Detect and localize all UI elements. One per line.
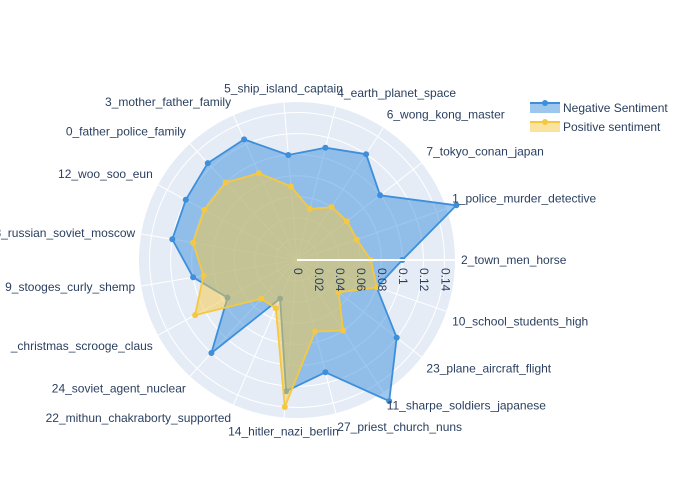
legend-marker (542, 119, 548, 125)
category-label: 24_soviet_agent_nuclear (52, 382, 186, 396)
category-label: 22_mithun_chakraborty_supported (46, 411, 231, 425)
legend-swatch (530, 103, 560, 113)
data-point (377, 192, 384, 199)
data-point (255, 170, 262, 177)
category-label: 14_hitler_nazi_berlin (228, 424, 339, 438)
data-point (200, 272, 207, 279)
category-label: 23_plane_aircraft_flight (426, 362, 551, 376)
category-label: 12_woo_soo_eun (58, 167, 153, 181)
data-point (386, 398, 393, 405)
category-label: _christmas_scrooge_claus (10, 339, 153, 353)
legend-marker (542, 100, 548, 106)
category-label: 27_priest_church_nuns (337, 420, 462, 434)
radial-tick-label: 0.04 (333, 268, 347, 292)
data-point (393, 334, 400, 341)
data-point (241, 136, 248, 143)
legend: Negative Sentiment Positive sentiment (530, 100, 668, 134)
radial-tick-label: 0.12 (417, 268, 431, 292)
category-label: 2_town_men_horse (461, 253, 567, 267)
data-point (192, 312, 199, 319)
category-label: 5_ship_island_captain (224, 82, 343, 96)
data-point (340, 327, 347, 334)
data-point (328, 204, 335, 211)
data-point (258, 295, 265, 302)
category-label: 9_stooges_curly_shemp (5, 280, 135, 294)
data-point (190, 274, 197, 281)
data-point (182, 196, 189, 203)
series-area (192, 172, 378, 408)
data-point (204, 160, 211, 167)
data-point (353, 236, 360, 243)
data-point (287, 183, 294, 190)
radial-tick-label: 0.14 (438, 268, 452, 292)
legend-item[interactable]: Negative Sentiment (530, 100, 668, 115)
legend-label: Negative Sentiment (563, 101, 668, 115)
category-label: 6_wong_kong_master (387, 108, 505, 122)
series-2 (190, 170, 380, 410)
category-label: 8_russian_soviet_moscow (0, 226, 136, 240)
data-point (453, 202, 460, 209)
data-point (322, 144, 329, 151)
data-point (306, 205, 313, 212)
series-layer (169, 136, 460, 410)
data-point (281, 404, 288, 410)
radial-tick-label: 0.1 (396, 268, 410, 285)
data-point (285, 152, 292, 158)
category-label: 10_school_students_high (452, 314, 588, 328)
data-point (190, 239, 197, 246)
radial-tick-label: 0 (291, 268, 305, 275)
data-point (322, 369, 329, 376)
data-point (169, 236, 176, 243)
data-point (335, 289, 342, 296)
radial-tick-label: 0.02 (312, 268, 326, 292)
category-labels: 2_town_men_horse 1_police_murder_detectiv… (0, 82, 597, 439)
category-label: 7_tokyo_conan_japan (426, 144, 543, 158)
category-label: 0_father_police_family (66, 124, 186, 138)
data-point (272, 305, 279, 312)
data-point (208, 350, 215, 356)
category-label: 1_police_murder_detective (452, 192, 596, 206)
category-label: 3_mother_father_family (105, 95, 231, 109)
radial-axis: 0 0.02 0.04 0.06 0.08 0.1 0.12 0.14 (291, 259, 455, 292)
data-point (373, 284, 380, 291)
data-point (343, 218, 350, 225)
legend-label: Positive sentiment (563, 120, 661, 134)
data-point (201, 206, 208, 213)
data-point (222, 179, 229, 186)
category-label: 11_sharpe_soldiers_japanese (387, 398, 547, 412)
legend-swatch (530, 122, 560, 132)
data-point (363, 151, 370, 158)
category-label: 4_earth_planet_space (337, 86, 456, 100)
legend-item[interactable]: Positive sentiment (530, 119, 661, 134)
data-point (312, 328, 319, 335)
radial-tick-label: 0.06 (354, 268, 368, 292)
radial-tick-label: 0.08 (375, 268, 389, 292)
